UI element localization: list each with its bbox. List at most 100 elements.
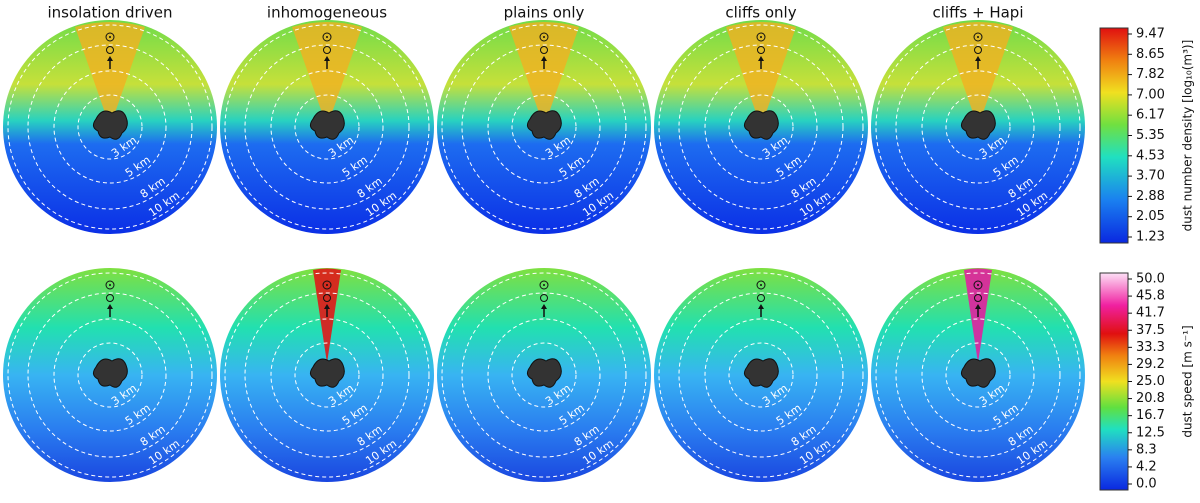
- distance-ring: [27, 44, 193, 210]
- dense-plume: [509, 22, 579, 127]
- arrow-head: [324, 56, 330, 61]
- colorbar-speed: [1099, 272, 1129, 491]
- distance-ring: [441, 24, 647, 230]
- sun-dot: [760, 284, 762, 286]
- nucleus: [960, 358, 996, 388]
- sun-dot: [543, 36, 545, 38]
- sun-symbol: [105, 280, 115, 290]
- sun-dot: [543, 284, 545, 286]
- panel-title: insolation driven: [48, 4, 173, 22]
- nucleus: [960, 110, 996, 140]
- sun-symbol: [105, 32, 115, 42]
- colorbar-tick-label: 8.65: [1136, 47, 1165, 62]
- distance-ring: [224, 24, 430, 230]
- distance-ring: [461, 292, 627, 458]
- colorbar-tick-label: 7.00: [1136, 87, 1165, 102]
- distance-ring: [921, 318, 1035, 432]
- sun-dot: [326, 36, 328, 38]
- colorbar-tick-label: 45.8: [1136, 289, 1165, 304]
- colorbar-tick-label: 37.5: [1136, 323, 1165, 338]
- panel-title: inhomogeneous: [267, 4, 387, 22]
- distance-ring: [294, 94, 360, 160]
- sun-symbol: [539, 32, 549, 42]
- arrow-head: [975, 56, 981, 61]
- nucleus: [743, 358, 779, 388]
- nucleus: [309, 358, 345, 388]
- colorbar-tick-label: 8.3: [1136, 442, 1157, 457]
- colorbar-tick-label: 4.53: [1136, 148, 1165, 163]
- comet-symbol: [974, 294, 982, 302]
- arrow-head: [107, 56, 113, 61]
- distance-ring: [461, 44, 627, 210]
- comet-symbol: [540, 46, 548, 54]
- comet-symbol: [323, 294, 331, 302]
- sun-symbol: [322, 32, 332, 42]
- distance-ring: [77, 94, 143, 160]
- distance-ring: [53, 318, 167, 432]
- comet-symbol: [974, 46, 982, 54]
- colorbar-tick-label: 41.7: [1136, 306, 1165, 321]
- arrow-head: [975, 304, 981, 309]
- comet-symbol: [757, 294, 765, 302]
- dense-plume: [75, 22, 145, 127]
- distance-ring: [270, 318, 384, 432]
- colorbar-tick-label: 0.0: [1136, 477, 1157, 492]
- distance-ring: [27, 292, 193, 458]
- comet-symbol: [106, 46, 114, 54]
- colorbar-tick-label: 6.17: [1136, 108, 1165, 123]
- colorbar-tick-label: 7.82: [1136, 67, 1165, 82]
- sun-dot: [109, 284, 111, 286]
- distance-ring: [678, 292, 844, 458]
- distance-ring: [224, 272, 430, 478]
- distance-ring: [875, 272, 1081, 478]
- comet-symbol: [106, 294, 114, 302]
- nucleus: [526, 110, 562, 140]
- distance-ring: [658, 272, 864, 478]
- arrow-head: [107, 304, 113, 309]
- colorbar-label: dust number density [log₁₀(m³)]: [1181, 40, 1195, 232]
- nucleus: [309, 110, 345, 140]
- nucleus: [92, 358, 128, 388]
- nucleus: [526, 358, 562, 388]
- arrow-head: [758, 304, 764, 309]
- sun-symbol: [973, 32, 983, 42]
- colorbar-tick-label: 3.70: [1136, 169, 1165, 184]
- colorbar-label: dust speed [m s⁻¹]: [1181, 325, 1195, 437]
- sun-dot: [326, 284, 328, 286]
- comet-symbol: [323, 46, 331, 54]
- arrow-head: [758, 56, 764, 61]
- comet-symbol: [757, 46, 765, 54]
- sun-symbol: [973, 280, 983, 290]
- sun-dot: [977, 36, 979, 38]
- colorbar-tick-label: 2.88: [1136, 189, 1165, 204]
- distance-ring: [244, 292, 410, 458]
- sun-symbol: [756, 280, 766, 290]
- colorbar-tick-label: 5.35: [1136, 128, 1165, 143]
- sun-dot: [760, 36, 762, 38]
- distance-ring: [875, 24, 1081, 230]
- distance-ring: [658, 24, 864, 230]
- distance-ring: [244, 44, 410, 210]
- distance-ring: [945, 342, 1011, 408]
- arrow-head: [541, 304, 547, 309]
- dense-plume: [726, 22, 796, 127]
- distance-ring: [487, 318, 601, 432]
- sun-symbol: [539, 280, 549, 290]
- arrow-head: [324, 304, 330, 309]
- dense-plume: [943, 22, 1013, 127]
- distance-ring: [678, 44, 844, 210]
- panel-title: cliffs + Hapi: [933, 4, 1024, 22]
- distance-ring: [704, 318, 818, 432]
- distance-ring: [945, 94, 1011, 160]
- distance-ring: [441, 272, 647, 478]
- distance-ring: [704, 70, 818, 184]
- colorbar-tick-label: 25.0: [1136, 374, 1165, 389]
- distance-ring: [77, 342, 143, 408]
- sun-symbol: [322, 280, 332, 290]
- nucleus: [743, 110, 779, 140]
- sun-symbol: [756, 32, 766, 42]
- distance-ring: [53, 70, 167, 184]
- colorbar-tick-label: 16.7: [1136, 408, 1165, 423]
- dense-plume: [292, 22, 362, 127]
